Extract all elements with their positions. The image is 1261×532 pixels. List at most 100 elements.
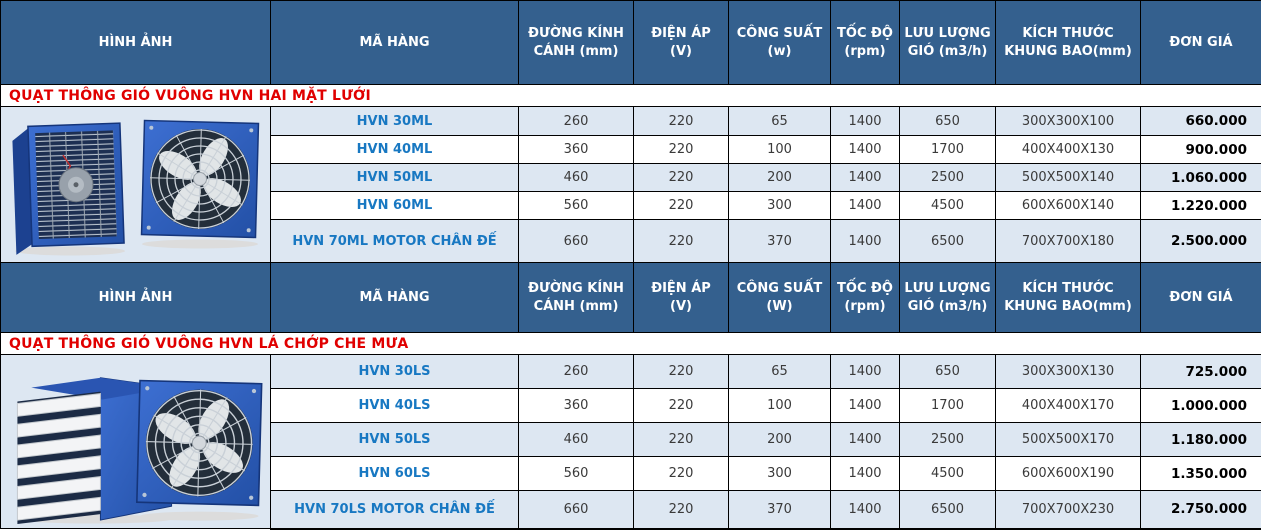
speed-value: 1400	[830, 422, 900, 457]
speed-value: 1400	[830, 354, 900, 389]
power-value: 65	[728, 354, 831, 389]
product-code: HVN 70LS MOTOR CHÂN ĐẾ	[270, 490, 519, 530]
price-value: 900.000	[1140, 135, 1261, 164]
product-row: HVN 50ML 460 220 200 1400 2500 500X500X1…	[1, 163, 1261, 192]
col-header-power: CÔNG SUẤT (W)	[728, 262, 831, 333]
power-value: 300	[728, 456, 831, 491]
speed-value: 1400	[830, 191, 900, 220]
price-value: 1.000.000	[1140, 388, 1261, 423]
col-header-airflow: LƯU LƯỢNG GIÓ (m3/h)	[899, 0, 996, 85]
airflow-value: 4500	[899, 456, 996, 491]
price-value: 1.180.000	[1140, 422, 1261, 457]
product-row: HVN 60ML 560 220 300 1400 4500 600X600X1…	[1, 191, 1261, 220]
product-row: HVN 60LS 560 220 300 1400 4500 600X600X1…	[1, 456, 1261, 491]
voltage-value: 220	[633, 163, 729, 192]
airflow-value: 650	[899, 354, 996, 389]
diameter-value: 360	[518, 135, 634, 164]
frame-size-value: 400X400X130	[995, 135, 1141, 164]
speed-value: 1400	[830, 135, 900, 164]
product-row: HVN 30ML 260 220 65 1400 650 300X300X100…	[0, 106, 1261, 263]
section-title-row-1: QUẠT THÔNG GIÓ VUÔNG HVN HAI MẶT LƯỚI	[0, 84, 1261, 107]
speed-value: 1400	[830, 388, 900, 423]
price-value: 1.060.000	[1140, 163, 1261, 192]
voltage-value: 220	[633, 191, 729, 220]
power-value: 100	[728, 388, 831, 423]
diameter-value: 260	[518, 354, 634, 389]
airflow-value: 4500	[899, 191, 996, 220]
airflow-value: 1700	[899, 388, 996, 423]
price-value: 725.000	[1140, 354, 1261, 389]
section-title: QUẠT THÔNG GIÓ VUÔNG HVN HAI MẶT LƯỚI	[0, 84, 1261, 107]
speed-value: 1400	[830, 106, 900, 136]
col-header-code: MÃ HÀNG	[270, 262, 519, 333]
price-value: 2.500.000	[1140, 219, 1261, 263]
product-code: HVN 40LS	[270, 388, 519, 423]
price-value: 660.000	[1140, 106, 1261, 136]
frame-size-value: 500X500X140	[995, 163, 1141, 192]
col-header-diameter: ĐƯỜNG KÍNH CÁNH (mm)	[518, 0, 634, 85]
airflow-value: 2500	[899, 163, 996, 192]
col-header-price: ĐƠN GIÁ	[1140, 0, 1261, 85]
header-row-1: HÌNH ẢNH MÃ HÀNG ĐƯỜNG KÍNH CÁNH (mm) ĐIỆ…	[0, 0, 1261, 85]
power-value: 65	[728, 106, 831, 136]
diameter-value: 460	[518, 422, 634, 457]
col-header-frame-size: KÍCH THƯỚC KHUNG BAO(mm)	[995, 0, 1141, 85]
power-value: 370	[728, 219, 831, 263]
airflow-value: 6500	[899, 219, 996, 263]
speed-value: 1400	[830, 490, 900, 530]
col-header-image: HÌNH ẢNH	[0, 0, 271, 85]
col-header-speed: TỐC ĐỘ (rpm)	[830, 262, 900, 333]
diameter-value: 560	[518, 191, 634, 220]
power-value: 370	[728, 490, 831, 530]
power-value: 100	[728, 135, 831, 164]
section-title-row-2: QUẠT THÔNG GIÓ VUÔNG HVN LÁ CHỚP CHE MƯA	[0, 332, 1261, 355]
speed-value: 1400	[830, 219, 900, 263]
product-code: HVN 50ML	[270, 163, 519, 192]
voltage-value: 220	[633, 456, 729, 491]
airflow-value: 6500	[899, 490, 996, 530]
product-row: HVN 50LS 460 220 200 1400 2500 500X500X1…	[1, 422, 1261, 457]
speed-value: 1400	[830, 456, 900, 491]
col-header-voltage: ĐIỆN ÁP (V)	[633, 0, 729, 85]
product-row: HVN 40ML 360 220 100 1400 1700 400X400X1…	[1, 135, 1261, 164]
diameter-value: 360	[518, 388, 634, 423]
voltage-value: 220	[633, 219, 729, 263]
frame-size-value: 700X700X230	[995, 490, 1141, 530]
product-code: HVN 50LS	[270, 422, 519, 457]
voltage-value: 220	[633, 106, 729, 136]
voltage-value: 220	[633, 490, 729, 530]
col-header-frame-size: KÍCH THƯỚC KHUNG BAO(mm)	[995, 262, 1141, 333]
diameter-value: 660	[518, 490, 634, 530]
frame-size-value: 600X600X140	[995, 191, 1141, 220]
frame-size-value: 600X600X190	[995, 456, 1141, 491]
fan-photo-louver	[0, 354, 271, 529]
frame-size-value: 300X300X100	[995, 106, 1141, 136]
voltage-value: 220	[633, 388, 729, 423]
product-code: HVN 40ML	[270, 135, 519, 164]
power-value: 200	[728, 422, 831, 457]
col-header-price: ĐƠN GIÁ	[1140, 262, 1261, 333]
airflow-value: 650	[899, 106, 996, 136]
product-code: HVN 60ML	[270, 191, 519, 220]
power-value: 200	[728, 163, 831, 192]
col-header-code: MÃ HÀNG	[270, 0, 519, 85]
col-header-power: CÔNG SUẤT (w)	[728, 0, 831, 85]
voltage-value: 220	[633, 354, 729, 389]
speed-value: 1400	[830, 163, 900, 192]
product-row: HVN 70ML MOTOR CHÂN ĐẾ 660 220 370 1400 …	[1, 219, 1261, 263]
product-code: HVN 30ML	[270, 106, 519, 136]
voltage-value: 220	[633, 422, 729, 457]
airflow-value: 2500	[899, 422, 996, 457]
price-value: 1.220.000	[1140, 191, 1261, 220]
diameter-value: 660	[518, 219, 634, 263]
price-value: 1.350.000	[1140, 456, 1261, 491]
frame-size-value: 300X300X130	[995, 354, 1141, 389]
frame-size-value: 700X700X180	[995, 219, 1141, 263]
power-value: 300	[728, 191, 831, 220]
col-header-image: HÌNH ẢNH	[0, 262, 271, 333]
diameter-value: 560	[518, 456, 634, 491]
product-code: HVN 30LS	[270, 354, 519, 389]
product-row: HVN 30LS 260 220 65 1400 650 300X300X130…	[0, 354, 1261, 529]
diameter-value: 260	[518, 106, 634, 136]
